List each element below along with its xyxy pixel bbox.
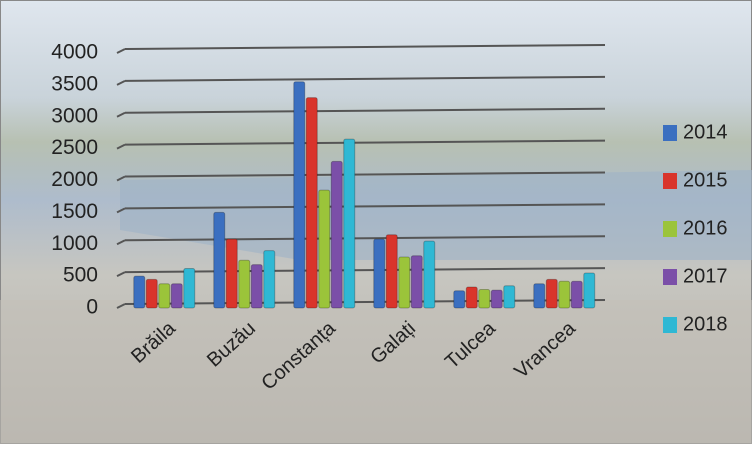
y-tick-label: 2000 <box>51 168 98 191</box>
bar <box>410 255 423 309</box>
bar <box>478 289 491 309</box>
grid-line <box>116 207 126 214</box>
bar <box>250 264 263 309</box>
grid-line <box>124 235 606 242</box>
bar <box>453 290 466 309</box>
grid-line <box>124 44 606 50</box>
grid-line <box>116 239 126 246</box>
legend-swatch <box>663 221 677 237</box>
legend-swatch <box>663 269 677 285</box>
bar <box>373 238 386 309</box>
bar <box>533 283 546 309</box>
grid-line <box>124 203 606 210</box>
grid-line <box>124 139 606 146</box>
legend-label: 2015 <box>683 169 728 191</box>
bar <box>583 272 596 309</box>
y-tick-label: 500 <box>63 264 98 287</box>
grid-line <box>116 79 126 86</box>
bar <box>385 234 398 309</box>
legend-label: 2014 <box>683 121 728 143</box>
bar <box>305 97 318 309</box>
y-tick-label: 1000 <box>51 232 98 255</box>
y-tick-label: 3500 <box>51 72 98 95</box>
bar <box>465 286 478 309</box>
bar <box>238 259 251 309</box>
bar <box>398 256 411 309</box>
bar <box>263 250 276 309</box>
grid-line <box>116 111 126 118</box>
bar <box>318 189 331 309</box>
river <box>120 170 752 260</box>
grid-line <box>124 267 606 274</box>
bar <box>423 240 436 309</box>
bar <box>545 278 558 309</box>
y-tick-label: 4000 <box>51 41 98 64</box>
y-tick-label: 0 <box>86 296 98 319</box>
legend-label: 2018 <box>683 313 728 335</box>
y-tick-label: 2500 <box>51 136 98 159</box>
bar <box>570 280 583 309</box>
bar <box>503 285 516 309</box>
grid-line <box>116 175 126 182</box>
y-tick-label: 1500 <box>51 200 98 223</box>
city <box>0 300 752 444</box>
legend-swatch <box>663 125 677 141</box>
bar <box>213 211 226 309</box>
bar <box>133 275 146 309</box>
legend-label: 2017 <box>683 265 728 287</box>
bar <box>183 267 196 309</box>
grid-line <box>116 143 126 150</box>
y-tick-label: 3000 <box>51 104 98 127</box>
grid-line <box>116 48 126 54</box>
grid-line <box>124 75 606 82</box>
bar <box>558 280 571 309</box>
bar <box>145 278 158 309</box>
legend-swatch <box>663 173 677 189</box>
grid-line <box>124 299 606 305</box>
bar <box>225 238 238 309</box>
legend-swatch <box>663 317 677 333</box>
grid-line <box>116 303 126 309</box>
grid-line <box>116 271 126 278</box>
bar <box>330 160 343 309</box>
bar <box>293 81 306 309</box>
grid-line <box>124 171 606 178</box>
bar <box>343 138 356 309</box>
bar <box>158 283 171 309</box>
bar <box>170 283 183 309</box>
grid-line <box>124 107 606 114</box>
legend-label: 2016 <box>683 217 728 239</box>
bar <box>490 289 503 309</box>
